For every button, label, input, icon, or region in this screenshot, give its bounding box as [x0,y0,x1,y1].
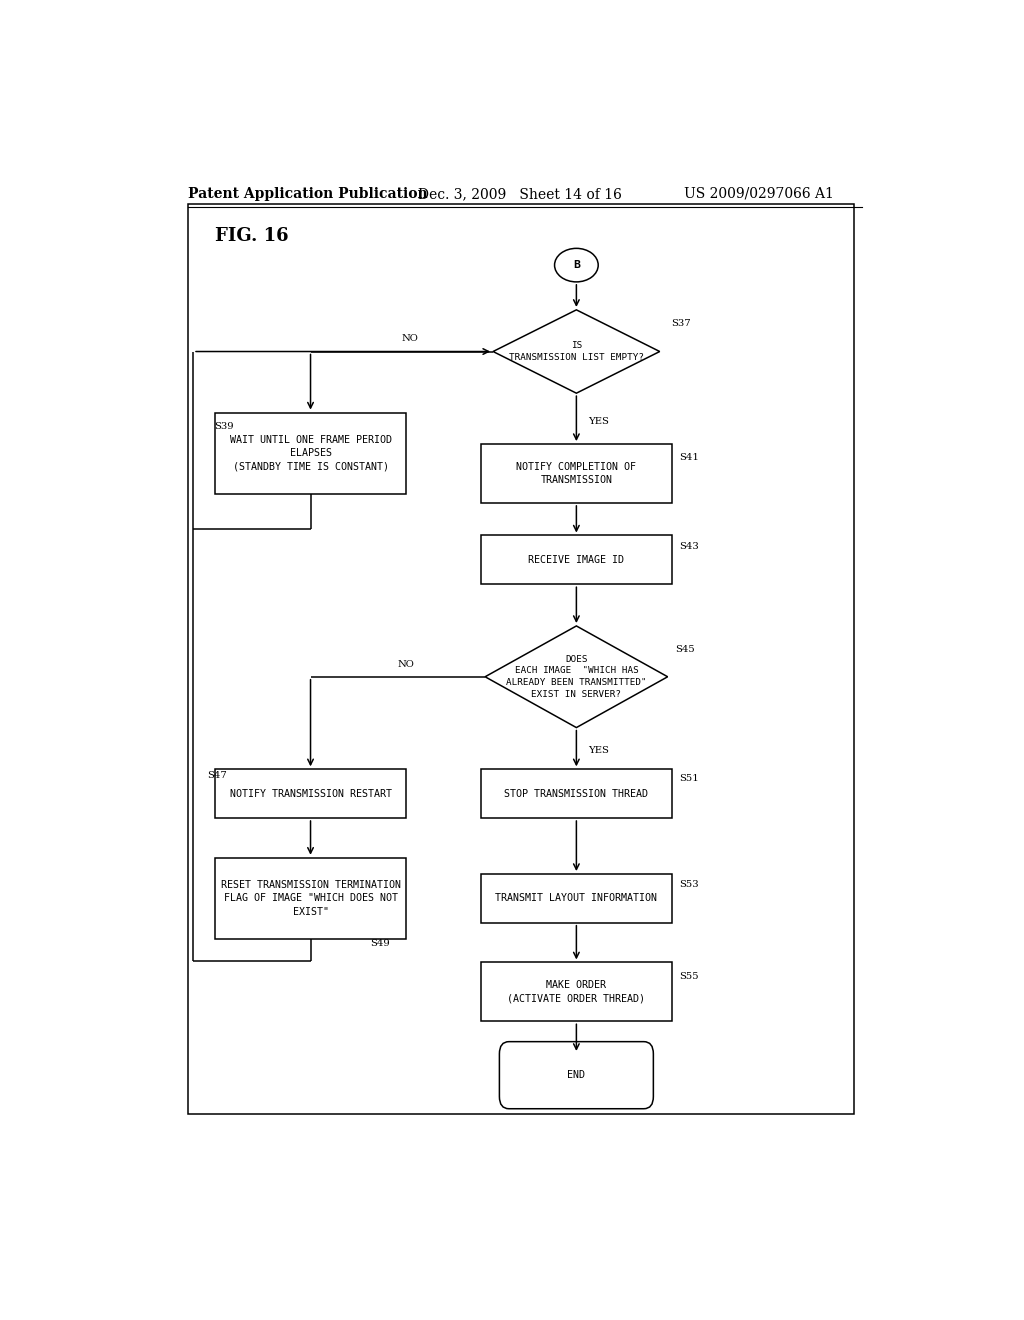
Text: S49: S49 [370,939,390,948]
Bar [481,874,672,923]
Text: YES: YES [588,746,609,755]
Text: STOP TRANSMISSION THREAD: STOP TRANSMISSION THREAD [505,788,648,799]
Text: Patent Application Publication: Patent Application Publication [187,187,427,201]
Text: TRANSMIT LAYOUT INFORMATION: TRANSMIT LAYOUT INFORMATION [496,894,657,903]
Text: NOTIFY TRANSMISSION RESTART: NOTIFY TRANSMISSION RESTART [229,788,391,799]
Bar [215,858,406,939]
Bar [187,205,854,1114]
Text: S41: S41 [680,453,699,462]
Text: S43: S43 [680,543,699,552]
Bar [481,444,672,503]
Polygon shape [485,626,668,727]
Text: FIG. 16: FIG. 16 [215,227,289,244]
Text: B: B [573,260,580,271]
Bar [481,536,672,585]
Text: NOTIFY COMPLETION OF
TRANSMISSION: NOTIFY COMPLETION OF TRANSMISSION [516,462,636,484]
Text: WAIT UNTIL ONE FRAME PERIOD
ELAPSES
(STANDBY TIME IS CONSTANT): WAIT UNTIL ONE FRAME PERIOD ELAPSES (STA… [229,436,391,471]
FancyBboxPatch shape [500,1041,653,1109]
Text: MAKE ORDER
(ACTIVATE ORDER THREAD): MAKE ORDER (ACTIVATE ORDER THREAD) [507,981,645,1003]
Text: YES: YES [588,417,609,425]
Bar [481,962,672,1022]
Text: NO: NO [397,660,414,669]
Text: Dec. 3, 2009   Sheet 14 of 16: Dec. 3, 2009 Sheet 14 of 16 [418,187,622,201]
Text: S55: S55 [680,972,699,981]
Polygon shape [494,310,659,393]
Text: NO: NO [401,334,418,343]
Text: IS
TRANSMISSION LIST EMPTY?: IS TRANSMISSION LIST EMPTY? [509,341,644,362]
Text: US 2009/0297066 A1: US 2009/0297066 A1 [684,187,834,201]
Bar [481,770,672,818]
Text: S53: S53 [680,879,699,888]
Text: RECEIVE IMAGE ID: RECEIVE IMAGE ID [528,554,625,565]
Ellipse shape [555,248,598,282]
Text: S47: S47 [207,771,227,780]
Text: S51: S51 [680,774,699,783]
Text: END: END [567,1071,586,1080]
Text: S45: S45 [676,645,695,653]
Bar [215,413,406,494]
Text: RESET TRANSMISSION TERMINATION
FLAG OF IMAGE "WHICH DOES NOT
EXIST": RESET TRANSMISSION TERMINATION FLAG OF I… [220,880,400,916]
Text: DOES
EACH IMAGE  "WHICH HAS
ALREADY BEEN TRANSMITTED"
EXIST IN SERVER?: DOES EACH IMAGE "WHICH HAS ALREADY BEEN … [506,655,647,700]
Text: S39: S39 [214,422,233,432]
Text: S37: S37 [672,318,691,327]
Bar [215,770,406,818]
